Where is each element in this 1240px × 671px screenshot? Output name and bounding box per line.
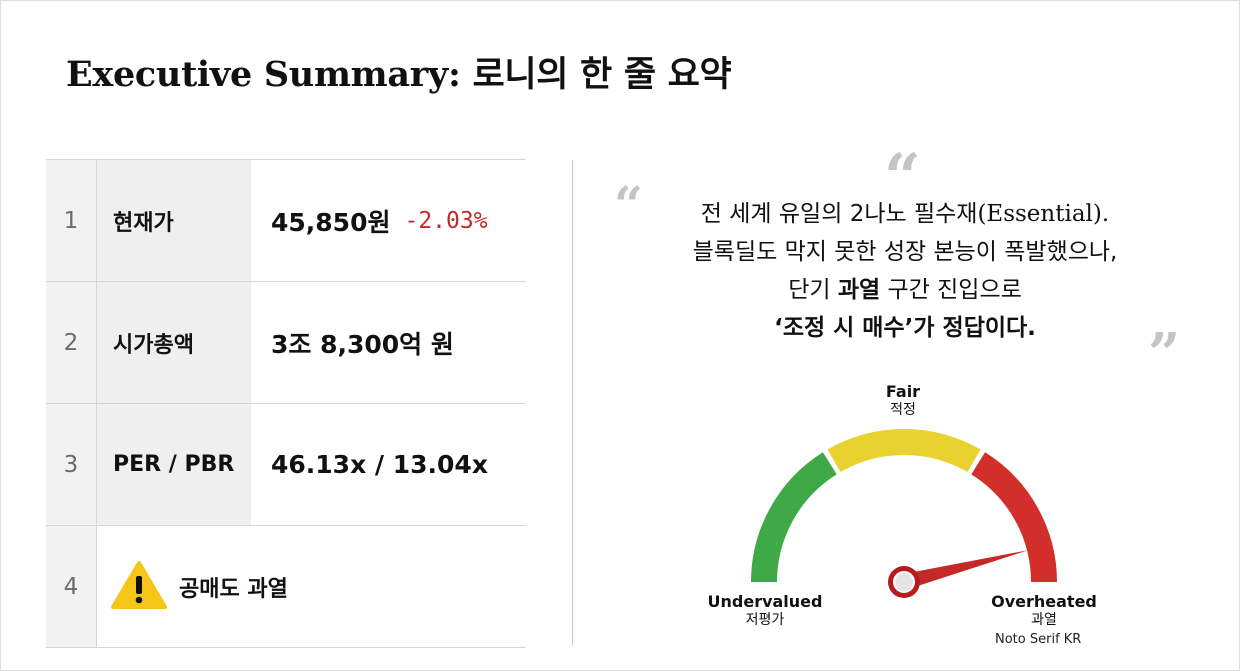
row-label: 시가총액 [97,282,251,403]
quote-line: 단기 과열 구간 진입으로 [788,277,1022,303]
gauge-label-fair: Fair 적정 [885,382,921,418]
close-quote-icon: ” [1148,321,1181,387]
summary-quote: 전 세계 유일의 2나노 필수재(Essential). 블록딜도 막지 못한 … [620,195,1190,347]
gauge-hub-inner [893,571,915,593]
open-quote-icon: “ [614,175,643,234]
row-index: 2 [46,282,97,403]
fair-arc [827,429,981,473]
row-index: 4 [46,526,97,647]
row-value: 45,850원 -2.03% [251,160,526,281]
warning-icon [111,560,167,614]
row-label: PER / PBR [97,404,251,525]
row-value: 3조 8,300억 원 [271,329,454,359]
table-row: 3 PER / PBR 46.13x / 13.04x [46,404,526,526]
row-label: 공매도 과열 [179,576,288,602]
gauge-needle [902,550,1028,590]
table-row: 2 시가총액 3조 8,300억 원 [46,282,526,404]
gauge-label-overheated: Overheated 과열 [991,592,1097,628]
quote-line: ‘조정 시 매수’가 정답이다. [774,315,1036,341]
summary-table: 1 현재가 45,850원 -2.03% 2 시가총액 3조 8,300억 원 … [46,159,526,648]
overheated-arc [971,452,1057,583]
price-value: 45,850원 [271,207,391,237]
row-value: 46.13x / 13.04x [271,450,488,479]
valuation-gauge [751,429,1057,598]
open-quote-icon: “ [884,140,921,215]
row-index: 3 [46,404,97,525]
font-note: Noto Serif KR [995,632,1082,647]
row-label: 현재가 [97,160,251,281]
table-row: 4 공매도 과열 [46,526,526,648]
row-index: 1 [46,160,97,281]
gauge-label-undervalued: Undervalued 저평가 [707,592,823,628]
quote-line: 블록딜도 막지 못한 성장 본능이 폭발했으나, [692,239,1118,265]
table-row: 1 현재가 45,850원 -2.03% [46,160,526,282]
vertical-divider [572,160,573,646]
page-title: Executive Summary: 로니의 한 줄 요약 [66,54,732,95]
price-change: -2.03% [404,207,488,234]
undervalued-arc [751,452,837,583]
row-warning-content: 공매도 과열 [97,526,526,647]
quote-line: 전 세계 유일의 2나노 필수재(Essential). [700,201,1110,227]
